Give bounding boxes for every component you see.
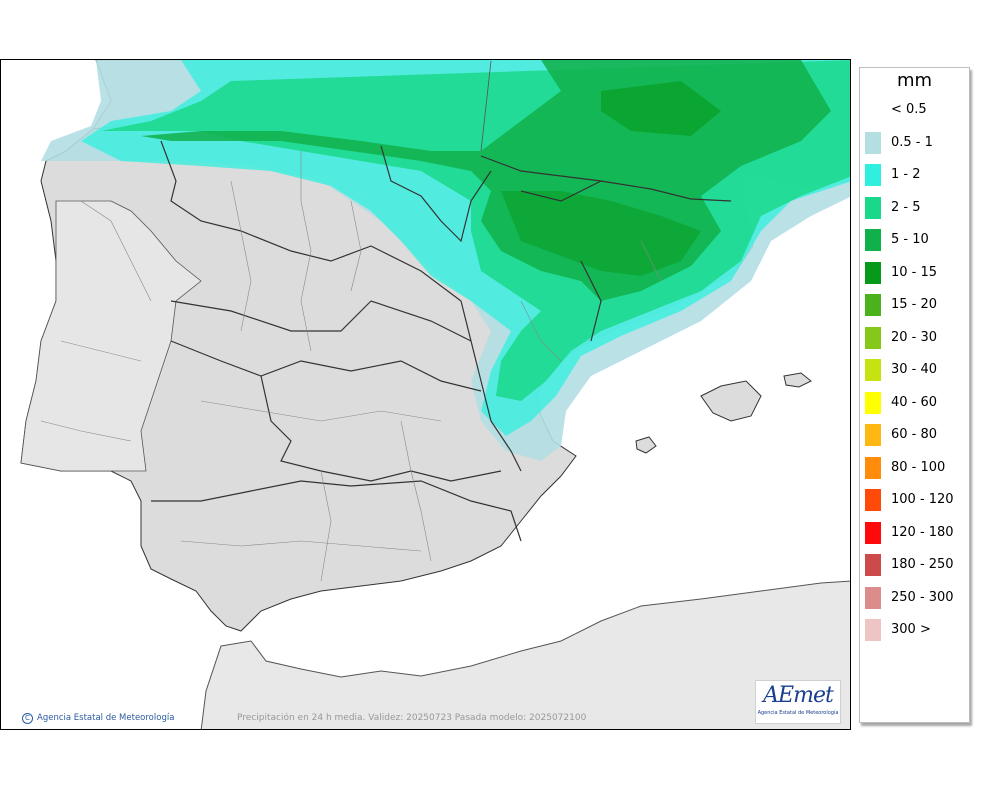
legend-swatch	[865, 424, 881, 446]
legend-swatch	[865, 261, 881, 284]
legend-item: 10 - 15	[863, 259, 967, 285]
legend-item: < 0.5	[863, 96, 967, 122]
region-borders	[151, 140, 602, 542]
legend-swatch	[865, 326, 881, 349]
africa-land	[200, 580, 850, 729]
legend-label: 80 - 100	[891, 459, 946, 475]
legend-swatch	[865, 294, 881, 316]
legend-item: 1 - 2	[863, 161, 967, 187]
legend-label: 100 - 120	[891, 492, 954, 507]
copyright-text: Agencia Estatal de Meteorología	[37, 713, 175, 723]
province-borders	[40, 151, 662, 582]
logo-wordmark: AEmet	[763, 683, 834, 708]
legend-swatch	[865, 586, 881, 609]
legend-swatch	[865, 359, 881, 381]
precip-10-15-pyrenees	[501, 191, 701, 276]
legend-label: 2 - 5	[891, 199, 921, 215]
ibiza	[635, 436, 657, 454]
legend-swatch	[865, 131, 881, 154]
menorca	[783, 372, 812, 388]
legend-label: 0.5 - 1	[891, 134, 933, 150]
legend-swatch	[865, 196, 881, 219]
legend-swatch	[865, 521, 881, 544]
precipitation-legend: mm < 0.5 0.5 - 1 1 - 2 2 - 5 5 - 10 10 - 15 15…	[859, 67, 970, 723]
legend-swatch	[865, 391, 881, 414]
logo-subtext: Agencia Estatal de Meteorología	[757, 710, 839, 716]
legend-label: 30 - 40	[891, 362, 938, 377]
legend-item: 60 - 80	[863, 421, 967, 447]
legend-item: 300 >	[863, 616, 967, 642]
legend-swatch	[865, 456, 881, 479]
legend-item: 80 - 100	[863, 454, 967, 480]
precip-10-15	[601, 81, 721, 136]
precipitation-map	[0, 59, 851, 730]
legend-label: 250 - 300	[891, 589, 954, 605]
legend-label: 5 - 10	[891, 232, 929, 247]
copyright-icon: C	[22, 713, 33, 724]
legend-item: 15 - 20	[863, 291, 967, 317]
legend-item: 120 - 180	[863, 519, 967, 545]
legend-swatch	[865, 489, 881, 511]
portugal-land	[20, 200, 202, 472]
legend-item: 0.5 - 1	[863, 129, 967, 155]
legend-label: 1 - 2	[891, 167, 921, 182]
map-canvas	[20, 60, 850, 729]
france-border	[480, 155, 732, 202]
legend-item: 250 - 300	[863, 584, 967, 610]
legend-item: 2 - 5	[863, 194, 967, 220]
legend-label: 15 - 20	[891, 297, 938, 312]
france-inner-line	[480, 60, 492, 152]
legend-label: 20 - 30	[891, 329, 938, 345]
legend-label: 180 - 250	[891, 557, 954, 572]
aemet-logo: AEmet Agencia Estatal de Meteorología	[755, 680, 841, 724]
legend-swatch	[865, 99, 881, 121]
legend-swatch	[865, 619, 881, 641]
legend-swatch	[865, 229, 881, 251]
legend-unit: mm	[896, 70, 933, 91]
legend-label: < 0.5	[891, 102, 927, 117]
legend-swatch	[865, 164, 881, 186]
legend-label: 60 - 80	[891, 427, 938, 442]
mallorca	[700, 380, 762, 422]
copyright-notice: C Agencia Estatal de Meteorología	[22, 713, 174, 724]
map-caption: Precipitación en 24 h media. Validez: 20…	[237, 713, 587, 723]
legend-label: 300 >	[891, 622, 931, 637]
legend-label: 120 - 180	[891, 524, 954, 540]
legend-label: 40 - 60	[891, 394, 938, 410]
legend-swatch	[865, 554, 881, 576]
legend-item: 30 - 40	[863, 356, 967, 382]
legend-item: 5 - 10	[863, 226, 967, 252]
legend-item: 180 - 250	[863, 551, 967, 577]
legend-item: 40 - 60	[863, 389, 967, 415]
legend-item: 20 - 30	[863, 324, 967, 350]
legend-label: 10 - 15	[891, 264, 938, 280]
legend-item: 100 - 120	[863, 486, 967, 512]
